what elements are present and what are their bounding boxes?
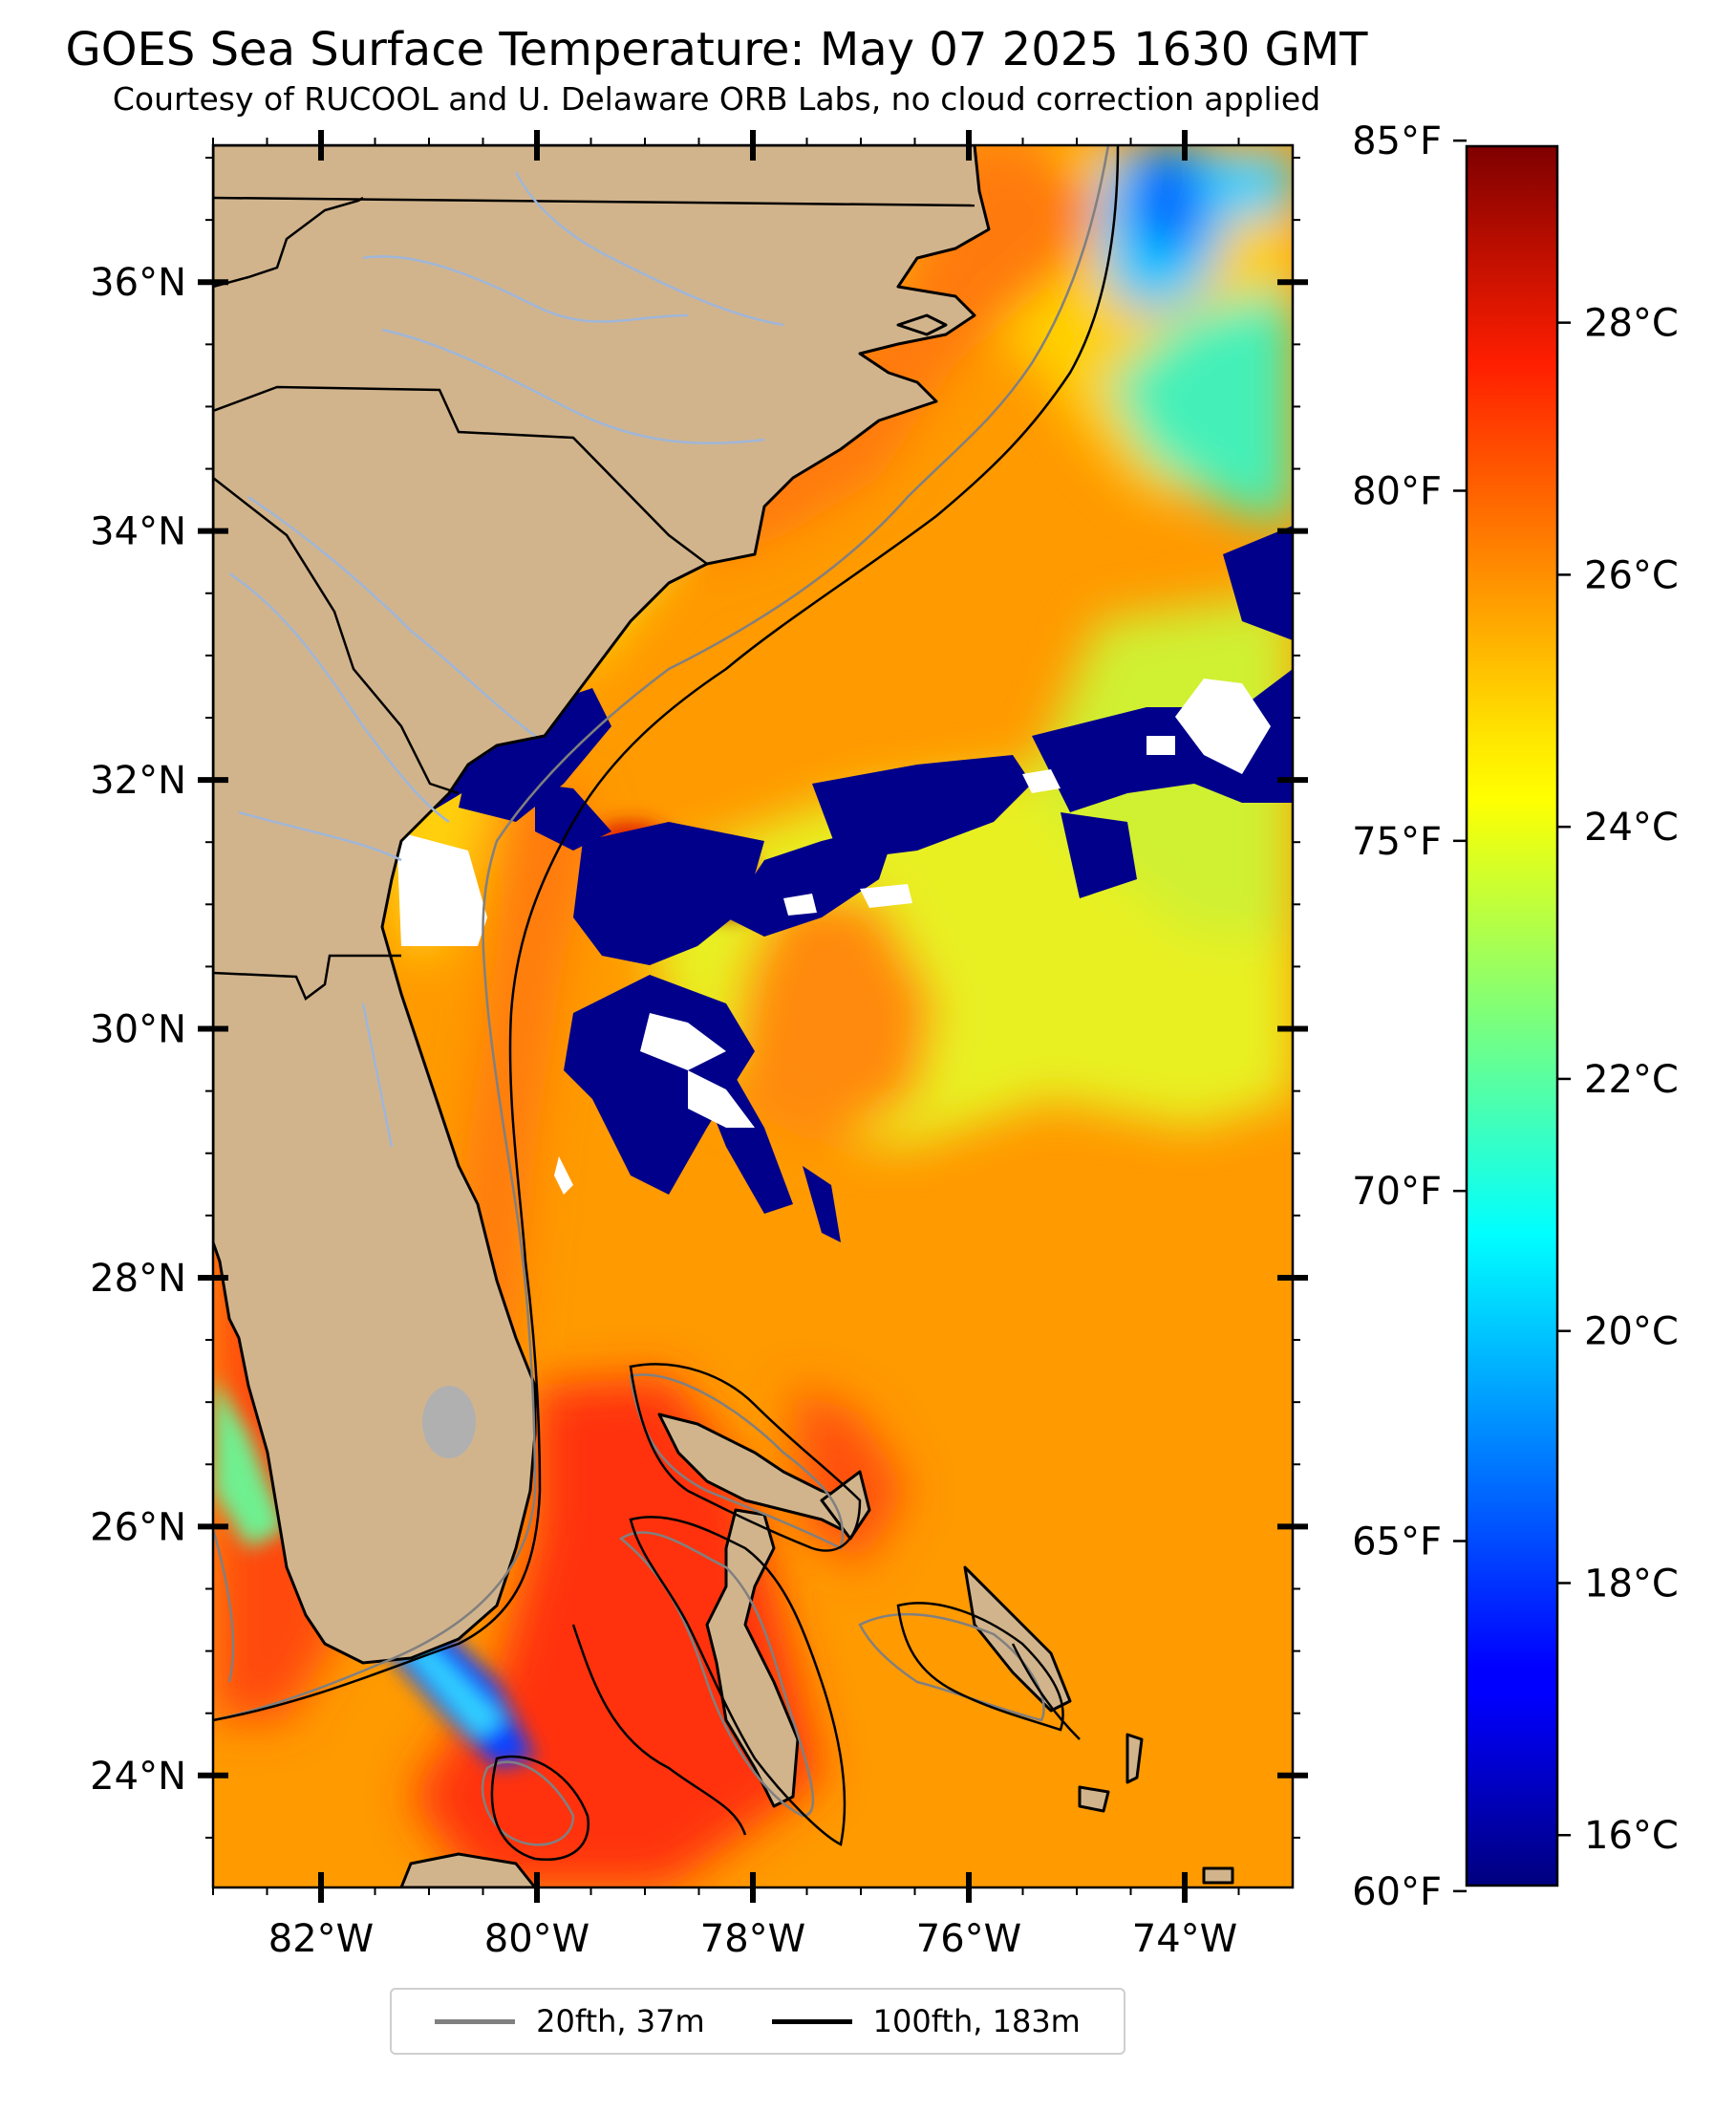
legend: 20fth, 37m 100fth, 183m — [390, 1988, 1125, 2055]
celsius-tick-label: 26°C — [1584, 553, 1679, 597]
lon-tick-label: 82°W — [268, 1917, 374, 1961]
sst-map — [213, 145, 1293, 1887]
lat-tick-label: 32°N — [90, 759, 186, 803]
lat-tick-label: 34°N — [90, 510, 186, 554]
land — [213, 145, 1234, 1887]
fahrenheit-tick-label: 70°F — [1352, 1170, 1442, 1214]
map-title: GOES Sea Surface Temperature: May 07 202… — [65, 23, 1368, 76]
lat-tick-label: 30°N — [90, 1008, 186, 1052]
legend-item-100fth: 100fth, 183m — [771, 2003, 1081, 2039]
legend-label-100fth: 100fth, 183m — [872, 2003, 1081, 2039]
lon-tick-label: 80°W — [484, 1917, 589, 1961]
lat-tick-label: 26°N — [90, 1505, 186, 1549]
lat-tick-label: 24°N — [90, 1755, 186, 1799]
lon-tick-label: 74°W — [1132, 1917, 1237, 1961]
lon-tick-label: 76°W — [916, 1917, 1021, 1961]
lake-okeechobee — [422, 1386, 476, 1458]
celsius-tick-label: 18°C — [1584, 1562, 1679, 1606]
celsius-tick-label: 24°C — [1584, 806, 1679, 850]
legend-item-20fth: 20fth, 37m — [435, 2003, 705, 2039]
celsius-tick-label: 16°C — [1584, 1814, 1679, 1858]
isobath-100fth — [213, 145, 1120, 1862]
lon-tick-label: 78°W — [700, 1917, 805, 1961]
state-borders — [213, 196, 975, 1001]
fahrenheit-tick-label: 85°F — [1352, 119, 1442, 163]
map-ticks: 36°N 34°N 32°N 30°N 28°N 26°N 24°N 82°W 80°W 78°W… — [90, 130, 1308, 1961]
celsius-tick-label: 22°C — [1584, 1058, 1679, 1102]
lat-tick-label: 28°N — [90, 1257, 186, 1301]
cloud-contamination — [392, 526, 1293, 1242]
celsius-tick-label: 20°C — [1584, 1310, 1679, 1354]
rivers — [228, 171, 784, 1148]
colorbar: 16°C 18°C 20°C 22°C 24°C 26°C 28°C 60°F 65°F 70°F… — [1352, 119, 1679, 1914]
colorbar-gradient — [1465, 144, 1559, 1887]
legend-label-20fth: 20fth, 37m — [536, 2003, 705, 2039]
fahrenheit-tick-label: 65°F — [1352, 1520, 1442, 1564]
fahrenheit-tick-label: 80°F — [1352, 469, 1442, 513]
lat-tick-label: 36°N — [90, 261, 186, 305]
fahrenheit-tick-label: 75°F — [1352, 820, 1442, 864]
isobath-20fth — [213, 145, 1110, 1846]
legend-swatch-20fth — [435, 2018, 516, 2024]
map-subtitle: Courtesy of RUCOOL and U. Delaware ORB L… — [112, 80, 1321, 118]
celsius-tick-label: 28°C — [1584, 302, 1679, 346]
legend-swatch-100fth — [771, 2018, 852, 2024]
fahrenheit-tick-label: 60°F — [1352, 1870, 1442, 1914]
